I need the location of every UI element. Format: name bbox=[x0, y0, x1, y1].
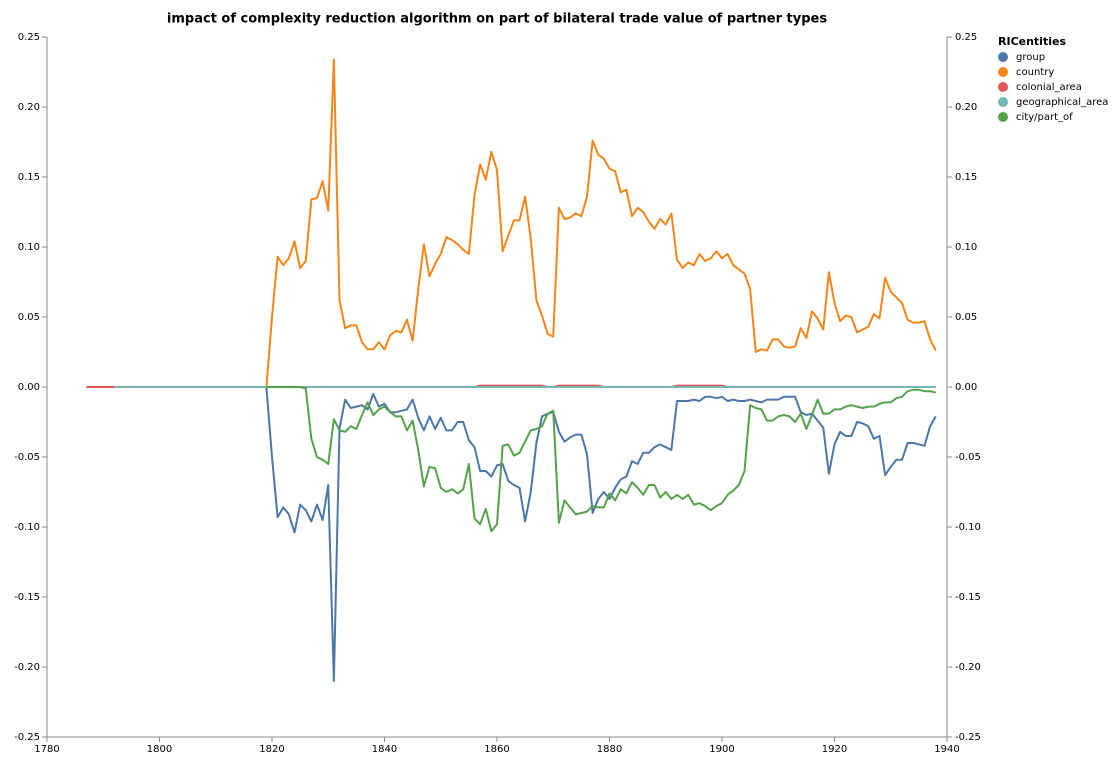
y-tick-label: 0.15 bbox=[18, 172, 40, 183]
x-tick-label: 1880 bbox=[597, 744, 622, 755]
y-tick-label: -0.05 bbox=[14, 452, 40, 463]
y2-tick-label: -0.10 bbox=[955, 522, 981, 533]
legend-label: group bbox=[1016, 52, 1045, 63]
y2-tick-label: 0.15 bbox=[955, 172, 977, 183]
y2-tick-label: -0.05 bbox=[955, 452, 981, 463]
x-tick-label: 1940 bbox=[934, 744, 959, 755]
x-tick-label: 1820 bbox=[259, 744, 284, 755]
line-series bbox=[265, 386, 937, 682]
legend-swatch bbox=[998, 52, 1008, 62]
y-tick-label: -0.25 bbox=[14, 732, 40, 743]
legend-swatch bbox=[998, 67, 1008, 77]
x-tick-label: 1780 bbox=[34, 744, 59, 755]
y-tick-label: 0.10 bbox=[18, 242, 40, 253]
y-tick-label: 0.20 bbox=[18, 102, 40, 113]
x-tick-label: 1860 bbox=[484, 744, 509, 755]
line-series bbox=[265, 58, 937, 388]
legend-label: country bbox=[1016, 67, 1054, 78]
y2-tick-label: -0.20 bbox=[955, 662, 981, 673]
x-tick-label: 1900 bbox=[709, 744, 734, 755]
x-tick-label: 1840 bbox=[372, 744, 397, 755]
x-tick-label: 1800 bbox=[147, 744, 172, 755]
y2-tick-label: 0.25 bbox=[955, 32, 977, 43]
chart-title: impact of complexity reduction algorithm… bbox=[167, 12, 827, 27]
legend-swatch bbox=[998, 82, 1008, 92]
legend-label: geographical_area bbox=[1016, 97, 1108, 108]
y-tick-label: 0.25 bbox=[18, 32, 40, 43]
y-tick-label: 0.00 bbox=[18, 382, 40, 393]
line-series bbox=[266, 386, 936, 533]
legend-swatch bbox=[998, 112, 1008, 122]
legend-label: city/part_of bbox=[1016, 112, 1073, 123]
y-tick-label: -0.20 bbox=[14, 662, 40, 673]
y-tick-label: 0.05 bbox=[18, 312, 40, 323]
y2-tick-label: -0.25 bbox=[955, 732, 981, 743]
y-tick-label: -0.10 bbox=[14, 522, 40, 533]
y2-tick-label: -0.15 bbox=[955, 592, 981, 603]
y-tick-label: -0.15 bbox=[14, 592, 40, 603]
y2-tick-label: 0.00 bbox=[955, 382, 977, 393]
y2-tick-label: 0.20 bbox=[955, 102, 977, 113]
legend-swatch bbox=[998, 97, 1008, 107]
y2-tick-label: 0.10 bbox=[955, 242, 977, 253]
y2-tick-label: 0.05 bbox=[955, 312, 977, 323]
x-tick-label: 1920 bbox=[822, 744, 847, 755]
legend-title: RICentities bbox=[998, 35, 1066, 48]
legend-label: colonial_area bbox=[1016, 82, 1082, 93]
